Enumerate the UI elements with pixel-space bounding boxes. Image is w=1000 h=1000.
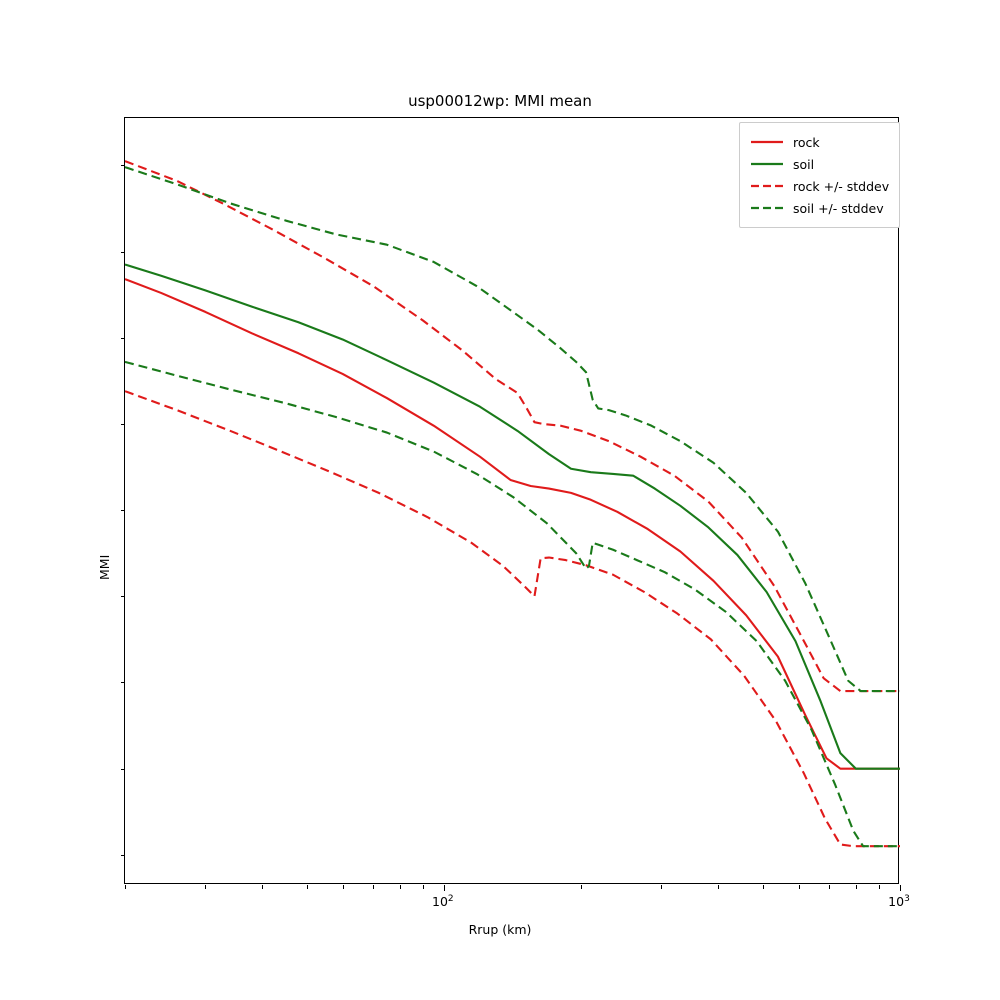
y-tick-mark — [121, 165, 125, 167]
legend-item[interactable]: rock +/- stddev — [750, 175, 889, 197]
series-line — [125, 160, 900, 693]
x-tick-mark-minor — [125, 885, 126, 889]
x-tick-mark-minor — [306, 885, 308, 889]
chart-title: usp00012wp: MMI mean — [408, 92, 592, 110]
x-tick-mark-minor — [829, 885, 831, 889]
legend-line-swatch — [750, 158, 784, 170]
legend-label: soil +/- stddev — [793, 200, 884, 216]
y-tick-mark — [121, 510, 125, 512]
x-axis-label: Rrup (km) — [468, 922, 532, 937]
legend-line-swatch — [750, 136, 784, 148]
series-line — [125, 263, 900, 770]
x-tick-label: 102 — [432, 893, 454, 909]
y-tick-mark — [121, 337, 125, 339]
series-line — [125, 390, 900, 848]
x-tick-mark-minor — [581, 885, 583, 889]
x-tick-mark-minor — [855, 885, 857, 889]
plot-area: MMI rock soil rock +/- stddev soil +/- stdd… — [97, 117, 901, 891]
y-tick-mark — [121, 854, 125, 856]
x-tick-mark-minor — [718, 885, 720, 889]
x-tick-mark-minor — [661, 885, 663, 889]
legend-label: soil — [793, 156, 815, 172]
x-tick-mark-minor — [422, 885, 424, 889]
x-tick-mark-minor — [342, 885, 344, 889]
legend-line-swatch — [750, 202, 784, 214]
series-line — [125, 166, 900, 693]
x-tick-mark-major — [443, 885, 445, 891]
series-line — [125, 278, 900, 770]
x-tick-label: 103 — [888, 893, 910, 909]
legend-item[interactable]: soil — [750, 153, 889, 175]
plot-lines — [125, 160, 900, 848]
x-tick-mark-minor — [205, 885, 207, 889]
legend-item[interactable]: soil +/- stddev — [750, 197, 889, 219]
legend-label: rock — [793, 134, 820, 150]
x-tick-mark-major — [900, 885, 901, 891]
y-axis-label: MMI — [97, 554, 112, 580]
legend-line-swatch — [750, 180, 784, 192]
x-tick-mark-minor — [798, 885, 800, 889]
y-tick-mark — [121, 423, 125, 425]
y-tick-mark — [121, 251, 125, 253]
chart-legend: rock soil rock +/- stddev soil +/- stddev — [739, 122, 901, 228]
x-tick-mark-minor — [399, 885, 401, 889]
legend-item[interactable]: rock — [750, 131, 889, 153]
y-tick-mark — [121, 682, 125, 684]
x-tick-mark-minor — [762, 885, 764, 889]
x-tick-mark-minor — [373, 885, 375, 889]
x-tick-mark-minor — [262, 885, 264, 889]
legend-label: rock +/- stddev — [793, 178, 890, 194]
x-tick-mark-minor — [879, 885, 881, 889]
y-tick-mark — [121, 768, 125, 770]
y-tick-mark — [121, 596, 125, 598]
